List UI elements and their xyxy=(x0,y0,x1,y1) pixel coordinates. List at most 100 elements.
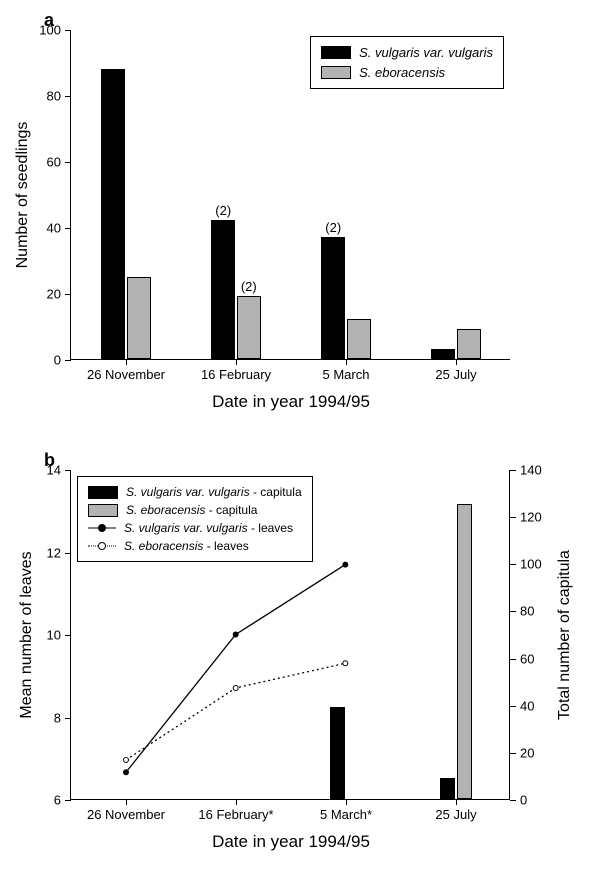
tick-y-label: 20 xyxy=(47,287,61,302)
bar xyxy=(457,329,481,359)
tick-x xyxy=(346,799,347,805)
tick-y2-label: 80 xyxy=(520,604,534,619)
tick-y2 xyxy=(510,706,516,707)
tick-y-label: 0 xyxy=(54,353,61,368)
bar xyxy=(321,237,345,359)
tick-y-label: 80 xyxy=(47,89,61,104)
tick-y xyxy=(65,162,71,163)
tick-y xyxy=(65,635,71,636)
plot-area-a: 02040608010026 November16 February5 Marc… xyxy=(70,30,510,360)
tick-y xyxy=(65,228,71,229)
tick-y-label: 8 xyxy=(54,710,61,725)
bar xyxy=(440,778,456,799)
line-series xyxy=(126,565,345,773)
tick-y2-label: 100 xyxy=(520,557,542,572)
tick-x xyxy=(456,359,457,365)
y-axis-label: Mean number of leaves xyxy=(18,551,36,718)
tick-x xyxy=(346,359,347,365)
tick-y2-label: 20 xyxy=(520,745,534,760)
tick-x xyxy=(126,799,127,805)
tick-y2 xyxy=(510,470,516,471)
tick-y2 xyxy=(510,800,516,801)
marker xyxy=(124,770,129,775)
legend-swatch xyxy=(88,486,118,499)
tick-x xyxy=(456,799,457,805)
tick-x-label: 26 November xyxy=(87,367,165,382)
tick-x-label: 5 March xyxy=(323,367,370,382)
legend-row: S. vulgaris var. vulgaris xyxy=(321,43,493,63)
tick-y2 xyxy=(510,659,516,660)
y2-axis-label: Total number of capitula xyxy=(556,550,574,720)
bar xyxy=(101,69,125,359)
legend-label: S. vulgaris var. vulgaris - leaves xyxy=(124,519,293,537)
tick-y2-label: 40 xyxy=(520,698,534,713)
legend-swatch xyxy=(321,46,351,59)
legend-a: S. vulgaris var. vulgarisS. eboracensis xyxy=(310,36,504,89)
tick-y xyxy=(65,360,71,361)
bar xyxy=(457,504,473,799)
legend-swatch xyxy=(321,66,351,79)
tick-x-label: 5 March* xyxy=(320,807,372,822)
legend-label: S. vulgaris var. vulgaris xyxy=(359,43,493,63)
plot-area-b: 6810121402040608010012014026 November16 … xyxy=(70,470,510,800)
legend-label: S. eboracensis xyxy=(359,63,445,83)
x-axis-label: Date in year 1994/95 xyxy=(212,832,370,852)
tick-x xyxy=(236,799,237,805)
bar xyxy=(330,707,346,799)
tick-y-label: 14 xyxy=(47,463,61,478)
bar-annotation: (2) xyxy=(241,279,257,294)
tick-x xyxy=(236,359,237,365)
marker xyxy=(233,685,238,690)
tick-y2 xyxy=(510,611,516,612)
tick-y2-label: 120 xyxy=(520,510,542,525)
line-series xyxy=(126,663,345,760)
tick-x xyxy=(126,359,127,365)
bar xyxy=(127,277,151,360)
tick-x-label: 16 February xyxy=(201,367,271,382)
tick-y2 xyxy=(510,564,516,565)
marker xyxy=(343,661,348,666)
tick-y-label: 60 xyxy=(47,155,61,170)
tick-y-label: 6 xyxy=(54,793,61,808)
bar xyxy=(431,349,455,359)
marker xyxy=(124,757,129,762)
tick-y2 xyxy=(510,753,516,754)
tick-y xyxy=(65,30,71,31)
panel-b: 6810121402040608010012014026 November16 … xyxy=(70,470,510,800)
legend-row: S. eboracensis - leaves xyxy=(88,537,302,555)
marker xyxy=(343,562,348,567)
bar xyxy=(347,319,371,359)
legend-swatch xyxy=(88,504,118,517)
tick-y2-label: 0 xyxy=(520,793,527,808)
legend-line-icon xyxy=(88,539,116,553)
legend-label: S. vulgaris var. vulgaris - capitula xyxy=(126,483,302,501)
legend-row: S. vulgaris var. vulgaris - capitula xyxy=(88,483,302,501)
tick-y xyxy=(65,96,71,97)
tick-y2-label: 140 xyxy=(520,463,542,478)
tick-y-label: 10 xyxy=(47,628,61,643)
tick-y-label: 100 xyxy=(39,23,61,38)
x-axis-label: Date in year 1994/95 xyxy=(212,392,370,412)
legend-label: S. eboracensis - leaves xyxy=(124,537,249,555)
tick-x-label: 16 February* xyxy=(198,807,273,822)
tick-x-label: 25 July xyxy=(435,807,476,822)
tick-y2-label: 60 xyxy=(520,651,534,666)
legend-row: S. vulgaris var. vulgaris - leaves xyxy=(88,519,302,537)
panel-a: 02040608010026 November16 February5 Marc… xyxy=(70,30,510,360)
legend-label: S. eboracensis - capitula xyxy=(126,501,257,519)
tick-y xyxy=(65,718,71,719)
bar xyxy=(237,296,261,359)
bar-annotation: (2) xyxy=(215,203,231,218)
right-axis-line xyxy=(509,470,510,799)
tick-y-label: 12 xyxy=(47,545,61,560)
tick-y xyxy=(65,800,71,801)
tick-y xyxy=(65,553,71,554)
tick-y2 xyxy=(510,517,516,518)
marker xyxy=(233,632,238,637)
tick-x-label: 26 November xyxy=(87,807,165,822)
bar-annotation: (2) xyxy=(325,220,341,235)
legend-row: S. eboracensis - capitula xyxy=(88,501,302,519)
bar xyxy=(211,220,235,359)
tick-y xyxy=(65,470,71,471)
legend-b: S. vulgaris var. vulgaris - capitulaS. e… xyxy=(77,476,313,562)
